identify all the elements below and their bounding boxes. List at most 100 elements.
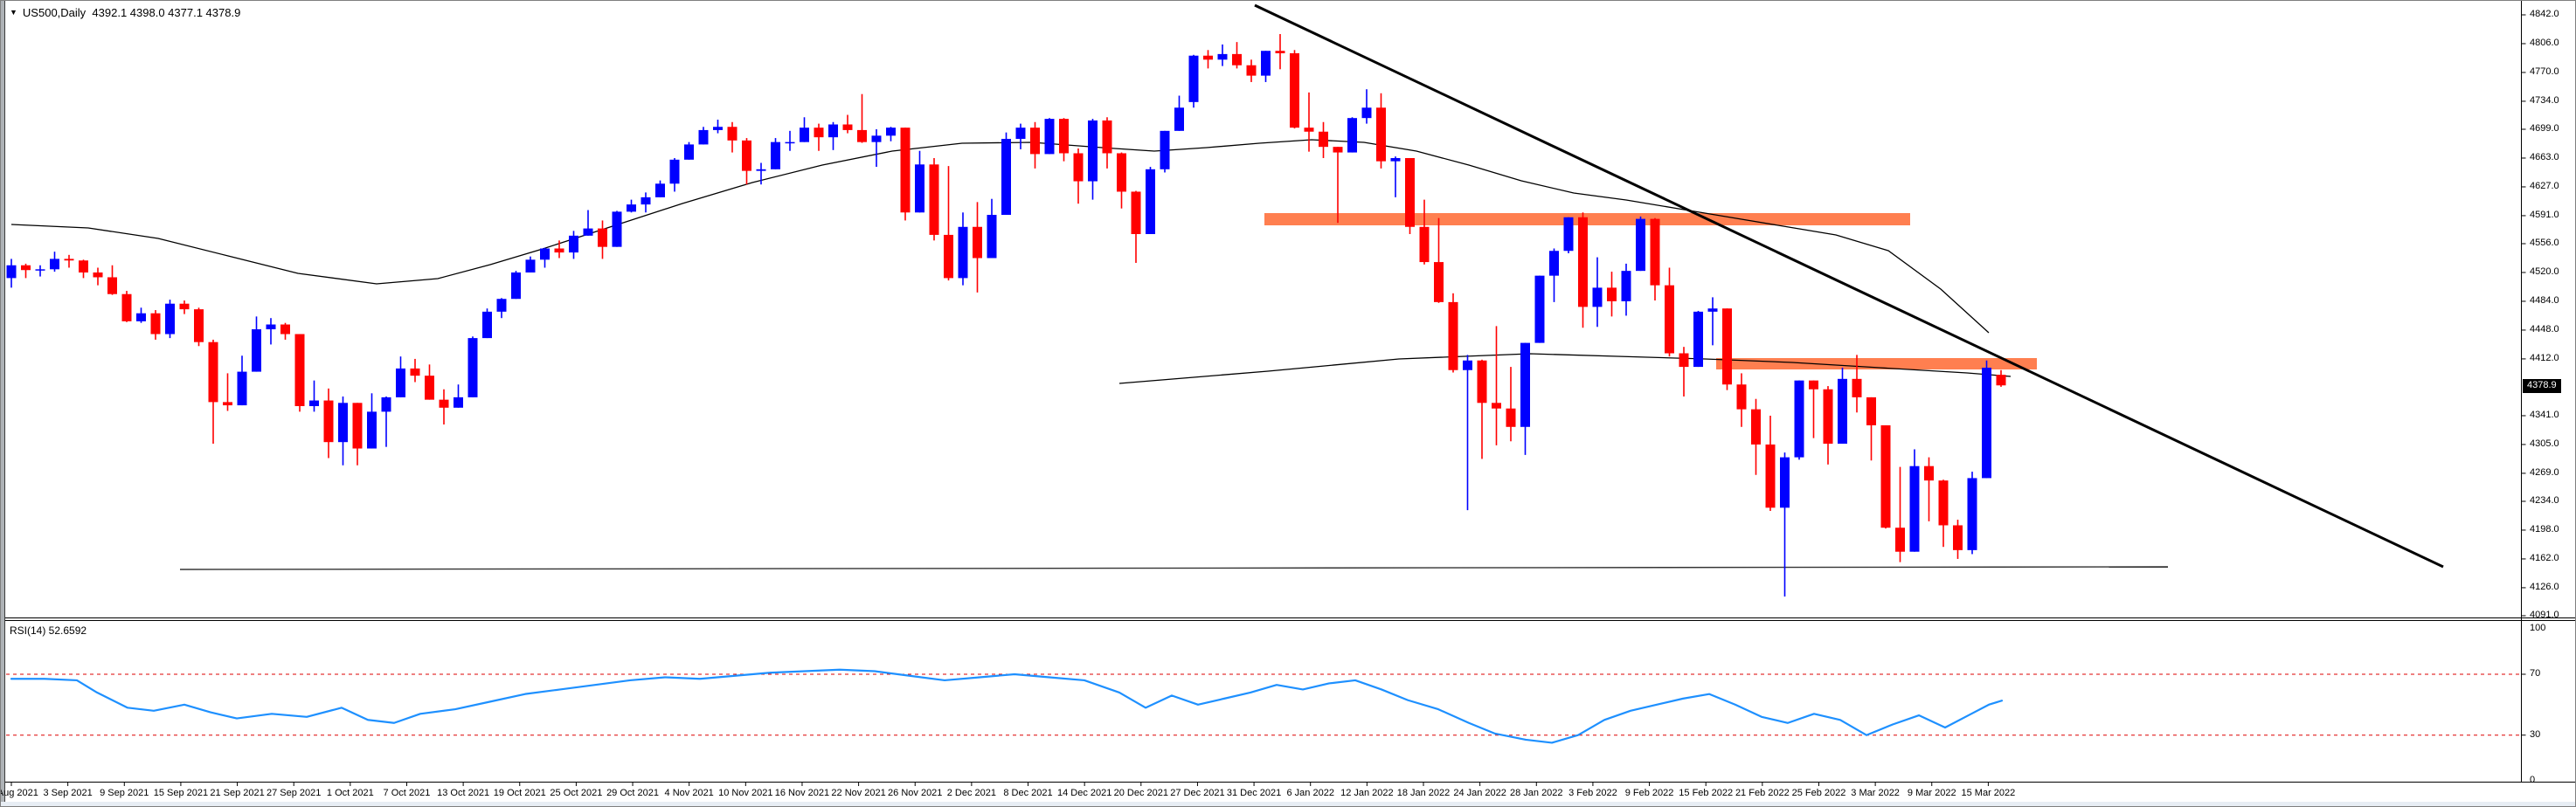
candle-body-bear [1131,191,1141,235]
window-left-edge [1,1,5,806]
price-axis-label: 4341.0 [2530,409,2559,420]
date-axis-label: 13 Oct 2021 [437,788,490,798]
candle-body-bull [1780,457,1790,508]
candle-body-bull [713,127,723,130]
candle-body-bear [1275,51,1285,53]
date-axis-label: 21 Feb 2022 [1735,788,1790,798]
candle-body-bull [309,400,319,406]
candle-body-bear [1232,53,1242,66]
candle-body-bull [828,124,838,138]
candle-body-bear [439,399,449,408]
date-axis-label: 20 Dec 2021 [1113,788,1168,798]
candle-body-bull [1463,360,1472,370]
candle-body-bear [1722,308,1732,385]
candle-body-bull [266,324,276,330]
date-axis-label: 26 Nov 2021 [888,788,943,798]
price-axis-label: 4663.0 [2530,151,2559,162]
candle-body-bear [352,403,363,449]
candle-body-bear [814,128,824,138]
candle-body-bull [1217,53,1228,60]
rsi-line [10,668,2004,744]
candle-body-bear [1736,384,1747,410]
candle-body-bull [1174,107,1184,131]
candle-body-bear [900,128,911,213]
candle-body-bear [64,259,74,261]
date-axis-label: 4 Nov 2021 [664,788,714,798]
candle-body-bear [1477,360,1487,404]
date-axis-label: 10 Nov 2021 [718,788,773,798]
candle-body-bull [1592,287,1603,307]
candle-body-bear [1059,119,1069,154]
price-axis-label: 4806.0 [2530,37,2559,48]
ohlc-values-label: 4392.1 4398.0 4377.1 4378.9 [92,6,241,19]
resistance-zone [1716,358,2037,369]
candle-body-bull [454,397,463,408]
candle-body-bear [410,368,420,376]
candle-body-bull [1261,51,1271,76]
candle-body-bull [1707,308,1718,312]
price-axis-label: 4591.0 [2530,209,2559,220]
candle-body-bear [742,140,751,171]
trendline [1254,3,2444,569]
date-axis-label: 12 Jan 2022 [1340,788,1394,798]
candle-body-bear [1823,389,1833,445]
date-axis-label: 7 Oct 2021 [383,788,431,798]
candle-body-bull [641,197,651,205]
candle-body-bear [554,248,564,253]
candle-body-bear [1319,131,1328,148]
candle-body-bull [496,299,507,312]
candle-body-bull [1520,342,1530,427]
date-axis-label: 28 Jan 2022 [1509,788,1563,798]
candle-body-bull [467,338,478,397]
candle-body-bear [973,226,982,259]
date-axis-label: 3 Sep 2021 [43,788,93,798]
candle-body-bull [987,215,997,259]
candle-body-bull [396,368,405,397]
candle-body-bull [482,311,492,339]
candle-body-bull [367,411,377,449]
candle-body-bull [871,135,882,142]
date-axis-label: 15 Feb 2022 [1679,788,1734,798]
candle-body-bull [1347,118,1357,153]
candle-body-bull [1146,169,1155,235]
candle-body-bear [1852,378,1862,397]
candle-body-bear [323,400,334,443]
price-axis-label: 4556.0 [2530,238,2559,248]
candle-body-bear [1102,120,1112,154]
candle-body-bull [1001,138,1011,216]
candle-body-bull [756,169,766,171]
price-axis-label: 4198.0 [2530,523,2559,535]
candle-body-bull [771,141,780,169]
candle-body-bear [1419,226,1430,263]
candle-body-bear [1953,525,1963,550]
price-axis-label: 4842.0 [2530,9,2559,19]
candle-body-bull [1794,380,1804,458]
price-axis-label: 4412.0 [2530,352,2559,363]
candle-body-bear [944,234,953,279]
candle-body-bear [1203,55,1213,60]
candle-body-bear [425,376,434,400]
price-axis-label: 4162.0 [2530,552,2559,563]
date-axis-label: 16 Nov 2021 [774,788,830,798]
chevron-down-icon[interactable]: ▼ [10,8,17,17]
candle-body-bull [1838,378,1847,445]
price-axis-label: 4484.0 [2530,294,2559,306]
candle-body-bear [1448,301,1458,370]
candle-body-bull [50,259,59,270]
candle-body-bull [35,269,45,271]
candle-body-bear [1117,153,1126,192]
candle-body-bear [1246,65,1257,76]
candle-body-bear [1405,157,1415,227]
date-axis-label: 31 Dec 2021 [1226,788,1282,798]
date-axis-label: 9 Feb 2022 [1624,788,1674,798]
moving-average-slow [1118,353,2012,384]
candle-body-bear [1578,217,1588,307]
bottom-scroll-strip[interactable] [1,802,2575,806]
date-axis-label: 21 Sep 2021 [210,788,265,798]
candle-body-bear [1290,52,1299,128]
candle-body-bull [1693,311,1703,368]
candle-body-bear [1765,444,1776,508]
candle-body-bull [1044,119,1055,155]
candle-body-bear [857,129,867,142]
candle-body-bear [1607,287,1617,301]
